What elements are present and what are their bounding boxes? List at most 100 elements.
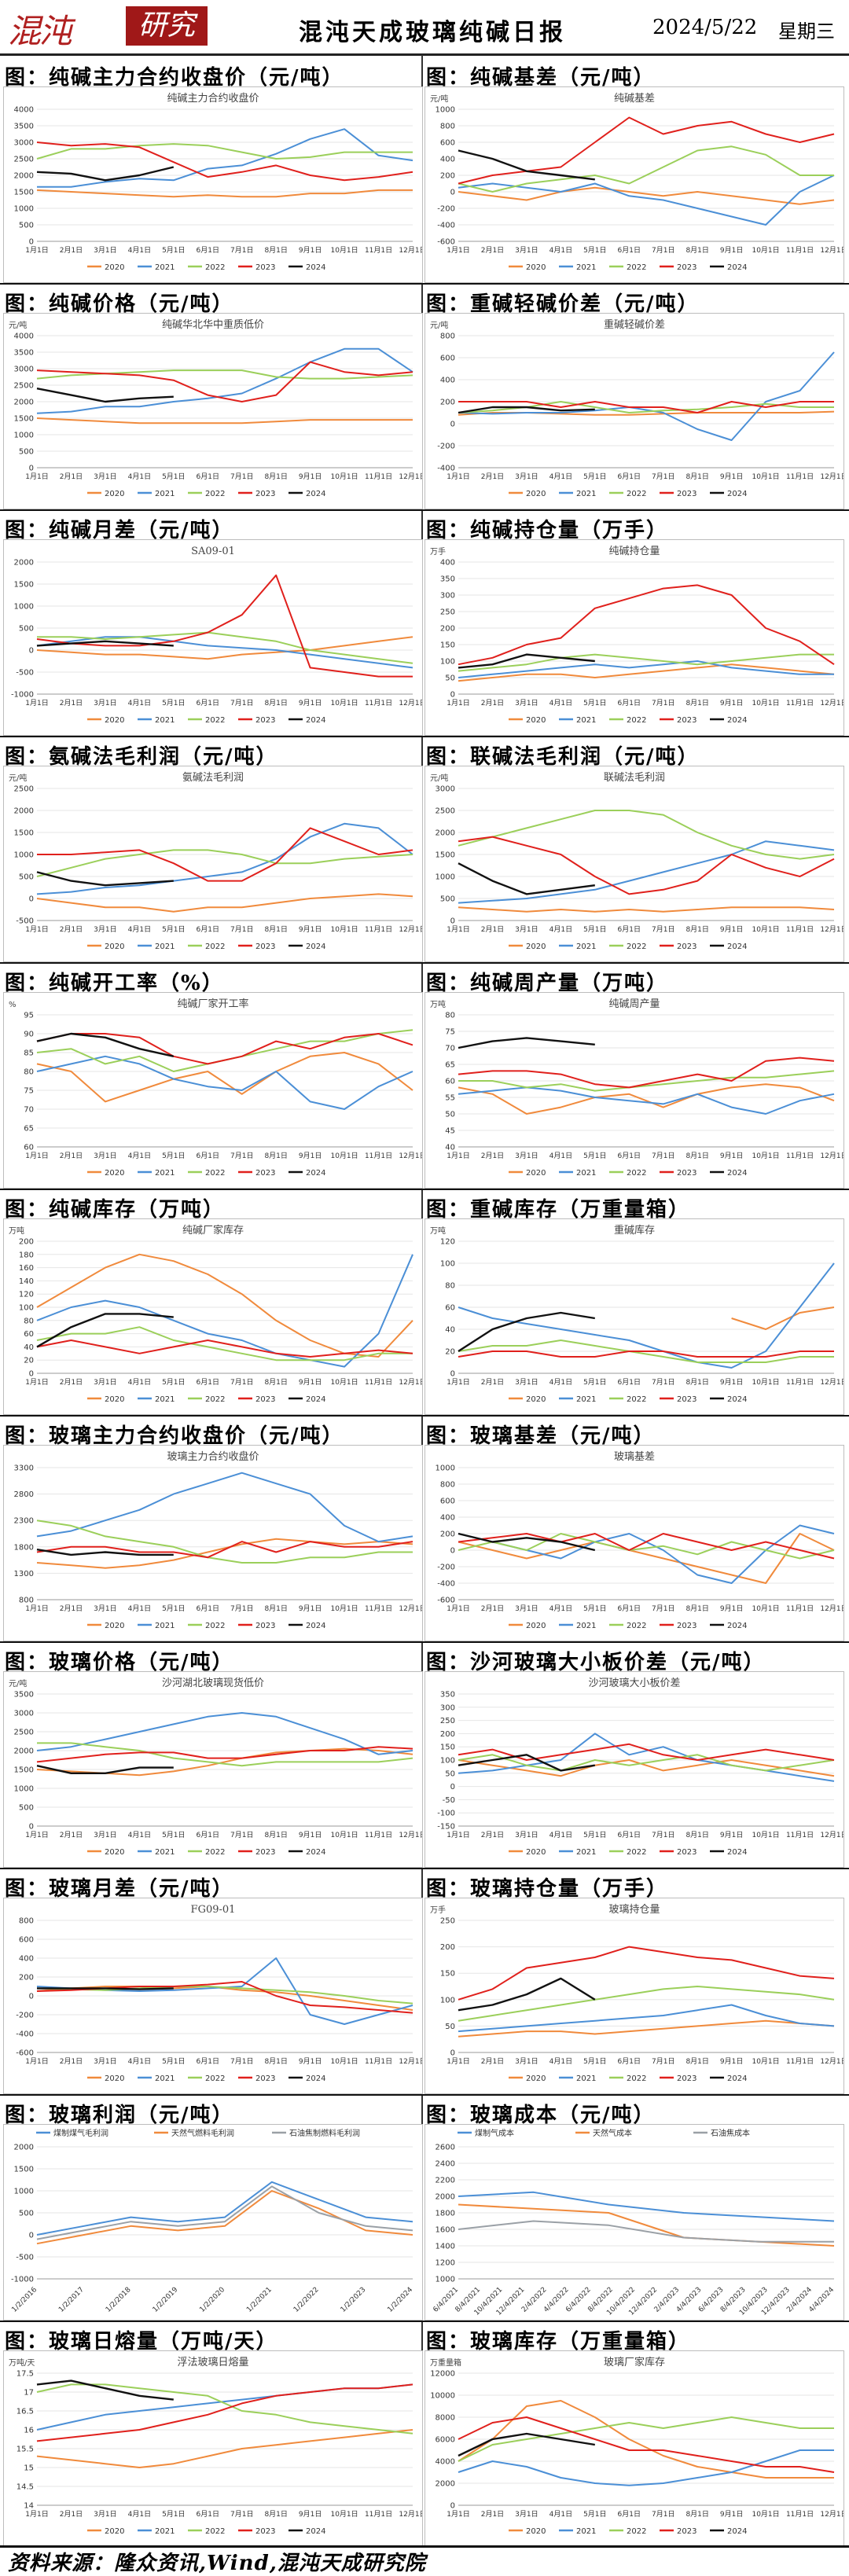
series-line bbox=[458, 401, 834, 413]
line-chart: 沙河湖北玻璃现货低价 元/吨 3500 3000 2500 2000 1500 1000 500… bbox=[9, 1677, 422, 1857]
y-tick-label: 600 bbox=[440, 355, 455, 363]
report-weekday: 星期三 bbox=[778, 20, 835, 42]
y-tick-label: 2000 bbox=[14, 2144, 34, 2152]
chart-subtitle: 纯碱主力合约收盘价 bbox=[167, 92, 259, 105]
series-line bbox=[36, 871, 174, 887]
x-tick-label: 6月1日 bbox=[618, 2510, 641, 2519]
legend-label: 2020 bbox=[526, 943, 546, 951]
x-tick-label: 10月1日 bbox=[752, 2510, 779, 2519]
section-title: 图：玻璃成本（元/吨） bbox=[426, 2104, 656, 2127]
line-chart: 纯碱华北华中重质低价 元/吨 4000 3500 3000 2500 2000 1500 100… bbox=[9, 318, 422, 498]
y-tick-label: 2500 bbox=[436, 807, 455, 816]
row-divider bbox=[0, 736, 849, 737]
y-tick-label: 80 bbox=[445, 1282, 455, 1291]
y-tick-label: 2600 bbox=[436, 2144, 455, 2152]
x-tick-label: 9月1日 bbox=[720, 472, 743, 481]
x-tick-label: 10月1日 bbox=[330, 1831, 358, 1839]
chart-panel: 氨碱法毛利润 元/吨 2500 2000 1500 1000 500 0 -500 1月1日 2月1… bbox=[3, 766, 423, 962]
x-tick-label: 6月1日 bbox=[197, 472, 219, 481]
chart-subtitle: 玻璃主力合约收盘价 bbox=[167, 1450, 259, 1463]
y-tick-label: 300 bbox=[440, 592, 455, 601]
legend-label: 2020 bbox=[526, 2074, 546, 2083]
y-tick-label: 800 bbox=[440, 333, 455, 341]
legend-label: 2021 bbox=[155, 263, 175, 272]
y-tick-label: 20 bbox=[24, 1357, 34, 1365]
y-tick-label: 0 bbox=[450, 421, 455, 429]
legend-label: 2020 bbox=[105, 2074, 124, 2083]
x-tick-label: 12月1日 bbox=[399, 246, 422, 255]
chart-subtitle: 重碱库存 bbox=[614, 1224, 655, 1237]
y-tick-label: 1200 bbox=[436, 2259, 455, 2268]
y-tick-label: 50 bbox=[445, 1111, 455, 1119]
x-tick-label: 12月1日 bbox=[820, 1604, 843, 1613]
x-tick-label: 2月1日 bbox=[60, 1604, 83, 1613]
series-line bbox=[36, 1712, 413, 1755]
x-tick-label: 10月1日 bbox=[330, 1604, 358, 1613]
x-tick-label: 9月1日 bbox=[299, 1378, 322, 1387]
y-tick-label: 17.5 bbox=[17, 2370, 34, 2379]
x-tick-label: 4月1日 bbox=[549, 2510, 572, 2519]
y-tick-label: 60 bbox=[445, 1078, 455, 1086]
x-tick-label: 8月1日 bbox=[264, 2057, 287, 2066]
x-tick-label: 1月1日 bbox=[447, 1831, 469, 1839]
legend-label: 2022 bbox=[205, 716, 225, 725]
x-tick-label: 4月1日 bbox=[549, 1378, 572, 1387]
x-tick-label: 5月1日 bbox=[583, 246, 606, 255]
series-line bbox=[36, 189, 413, 198]
legend-label: 2021 bbox=[155, 1848, 175, 1857]
x-tick-label: 1月1日 bbox=[447, 1152, 469, 1160]
y-tick-label: 1000 bbox=[14, 851, 34, 860]
legend-label: 2023 bbox=[677, 1395, 696, 1404]
line-chart: 纯碱基差 元/吨 1000 800 600 400 200 0 -200 -400 -6001月1日… bbox=[430, 93, 843, 272]
legend-label: 2023 bbox=[677, 1848, 696, 1857]
x-tick-label: 9月1日 bbox=[299, 2057, 322, 2066]
x-tick-label: 4月1日 bbox=[128, 1604, 151, 1613]
series-line bbox=[458, 653, 834, 672]
series-line bbox=[458, 810, 835, 860]
x-tick-label: 6月1日 bbox=[197, 1378, 219, 1387]
series-line bbox=[458, 836, 835, 895]
y-tick-label: 400 bbox=[19, 1955, 34, 1964]
chart-panel: 沙河玻璃大小板价差 350 300 250 200 150 100 50 0 -50 -100 -15… bbox=[424, 1671, 844, 1868]
y-tick-label: 75 bbox=[24, 1087, 34, 1096]
row-divider bbox=[0, 2321, 849, 2322]
chart-subtitle: 浮法玻璃日熔量 bbox=[177, 2357, 248, 2368]
series-line bbox=[36, 1746, 413, 1763]
legend-label: 2022 bbox=[627, 716, 646, 725]
series-line bbox=[36, 2383, 413, 2435]
legend-label: 2023 bbox=[677, 2527, 696, 2536]
x-tick-label: 5月1日 bbox=[162, 1378, 185, 1387]
series-line bbox=[458, 1532, 596, 1552]
section-title: 图：纯碱开工率（%） bbox=[5, 972, 224, 995]
y-tick-label: 15 bbox=[24, 2464, 34, 2473]
x-tick-label: 4月1日 bbox=[128, 1831, 151, 1839]
y-tick-label: 8000 bbox=[436, 2414, 455, 2423]
series-line bbox=[36, 143, 413, 160]
y-tick-label: 2000 bbox=[436, 2480, 455, 2489]
x-tick-label: 2月1日 bbox=[481, 2510, 504, 2519]
x-tick-label: 5月1日 bbox=[162, 1152, 185, 1160]
section-title: 图：纯碱月差（元/吨） bbox=[5, 519, 234, 542]
x-tick-label: 1月1日 bbox=[25, 1378, 48, 1387]
x-tick-label: 9月1日 bbox=[720, 2057, 743, 2066]
x-tick-label: 2月1日 bbox=[481, 699, 504, 707]
legend-label: 2022 bbox=[627, 490, 646, 498]
x-tick-label: 6月1日 bbox=[197, 925, 219, 934]
series-line bbox=[458, 663, 835, 682]
y-tick-label: 80 bbox=[445, 1012, 455, 1020]
series-line bbox=[458, 175, 835, 226]
x-tick-label: 1/2/2016 bbox=[10, 2286, 39, 2314]
y-tick-label: 800 bbox=[19, 1597, 34, 1605]
x-tick-label: 1月1日 bbox=[447, 1378, 469, 1387]
y-tick-label: 2500 bbox=[14, 156, 34, 164]
x-tick-label: 8月1日 bbox=[685, 699, 708, 707]
x-tick-label: 4月1日 bbox=[549, 2057, 572, 2066]
y-tick-label: 16.5 bbox=[17, 2408, 34, 2416]
series-line bbox=[36, 1986, 413, 2005]
series-line bbox=[36, 1538, 413, 1569]
y-tick-label: 2500 bbox=[14, 1729, 34, 1737]
y-tick-label: 0 bbox=[29, 1370, 34, 1379]
x-tick-label: 10月1日 bbox=[330, 925, 358, 934]
legend-label: 2021 bbox=[576, 1169, 596, 1178]
